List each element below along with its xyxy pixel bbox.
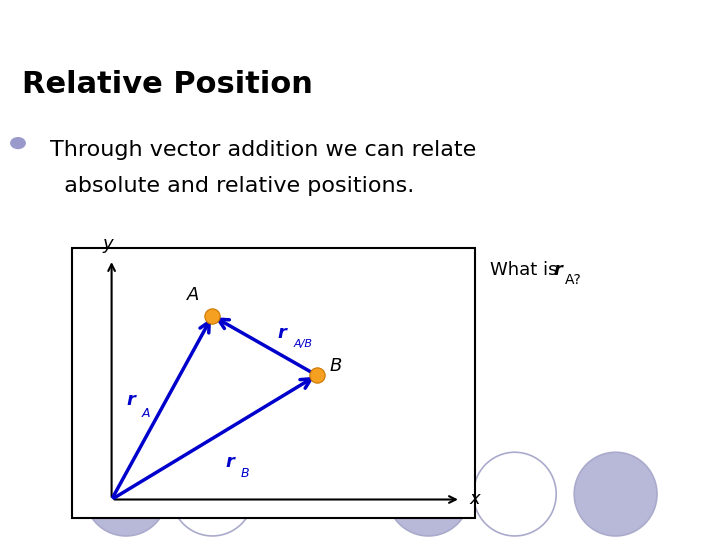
Ellipse shape: [575, 453, 657, 536]
Text: r: r: [126, 391, 135, 409]
Circle shape: [11, 138, 25, 148]
Text: B: B: [240, 467, 249, 480]
Text: r: r: [553, 261, 562, 279]
Text: A?: A?: [565, 273, 582, 287]
Ellipse shape: [474, 453, 556, 536]
Text: Through vector addition we can relate: Through vector addition we can relate: [50, 140, 477, 160]
Text: x: x: [469, 490, 480, 509]
Text: y: y: [103, 235, 113, 253]
Ellipse shape: [85, 453, 167, 536]
Ellipse shape: [387, 453, 469, 536]
Text: B: B: [330, 357, 342, 375]
Ellipse shape: [171, 453, 253, 536]
Text: A/B: A/B: [294, 339, 312, 349]
Text: What is: What is: [490, 261, 563, 279]
Text: r: r: [278, 323, 287, 341]
Text: A: A: [142, 407, 150, 420]
FancyBboxPatch shape: [72, 248, 475, 518]
Text: r: r: [225, 453, 234, 471]
Text: A: A: [187, 286, 199, 303]
Text: absolute and relative positions.: absolute and relative positions.: [50, 176, 415, 195]
Text: Relative Position: Relative Position: [22, 70, 312, 99]
